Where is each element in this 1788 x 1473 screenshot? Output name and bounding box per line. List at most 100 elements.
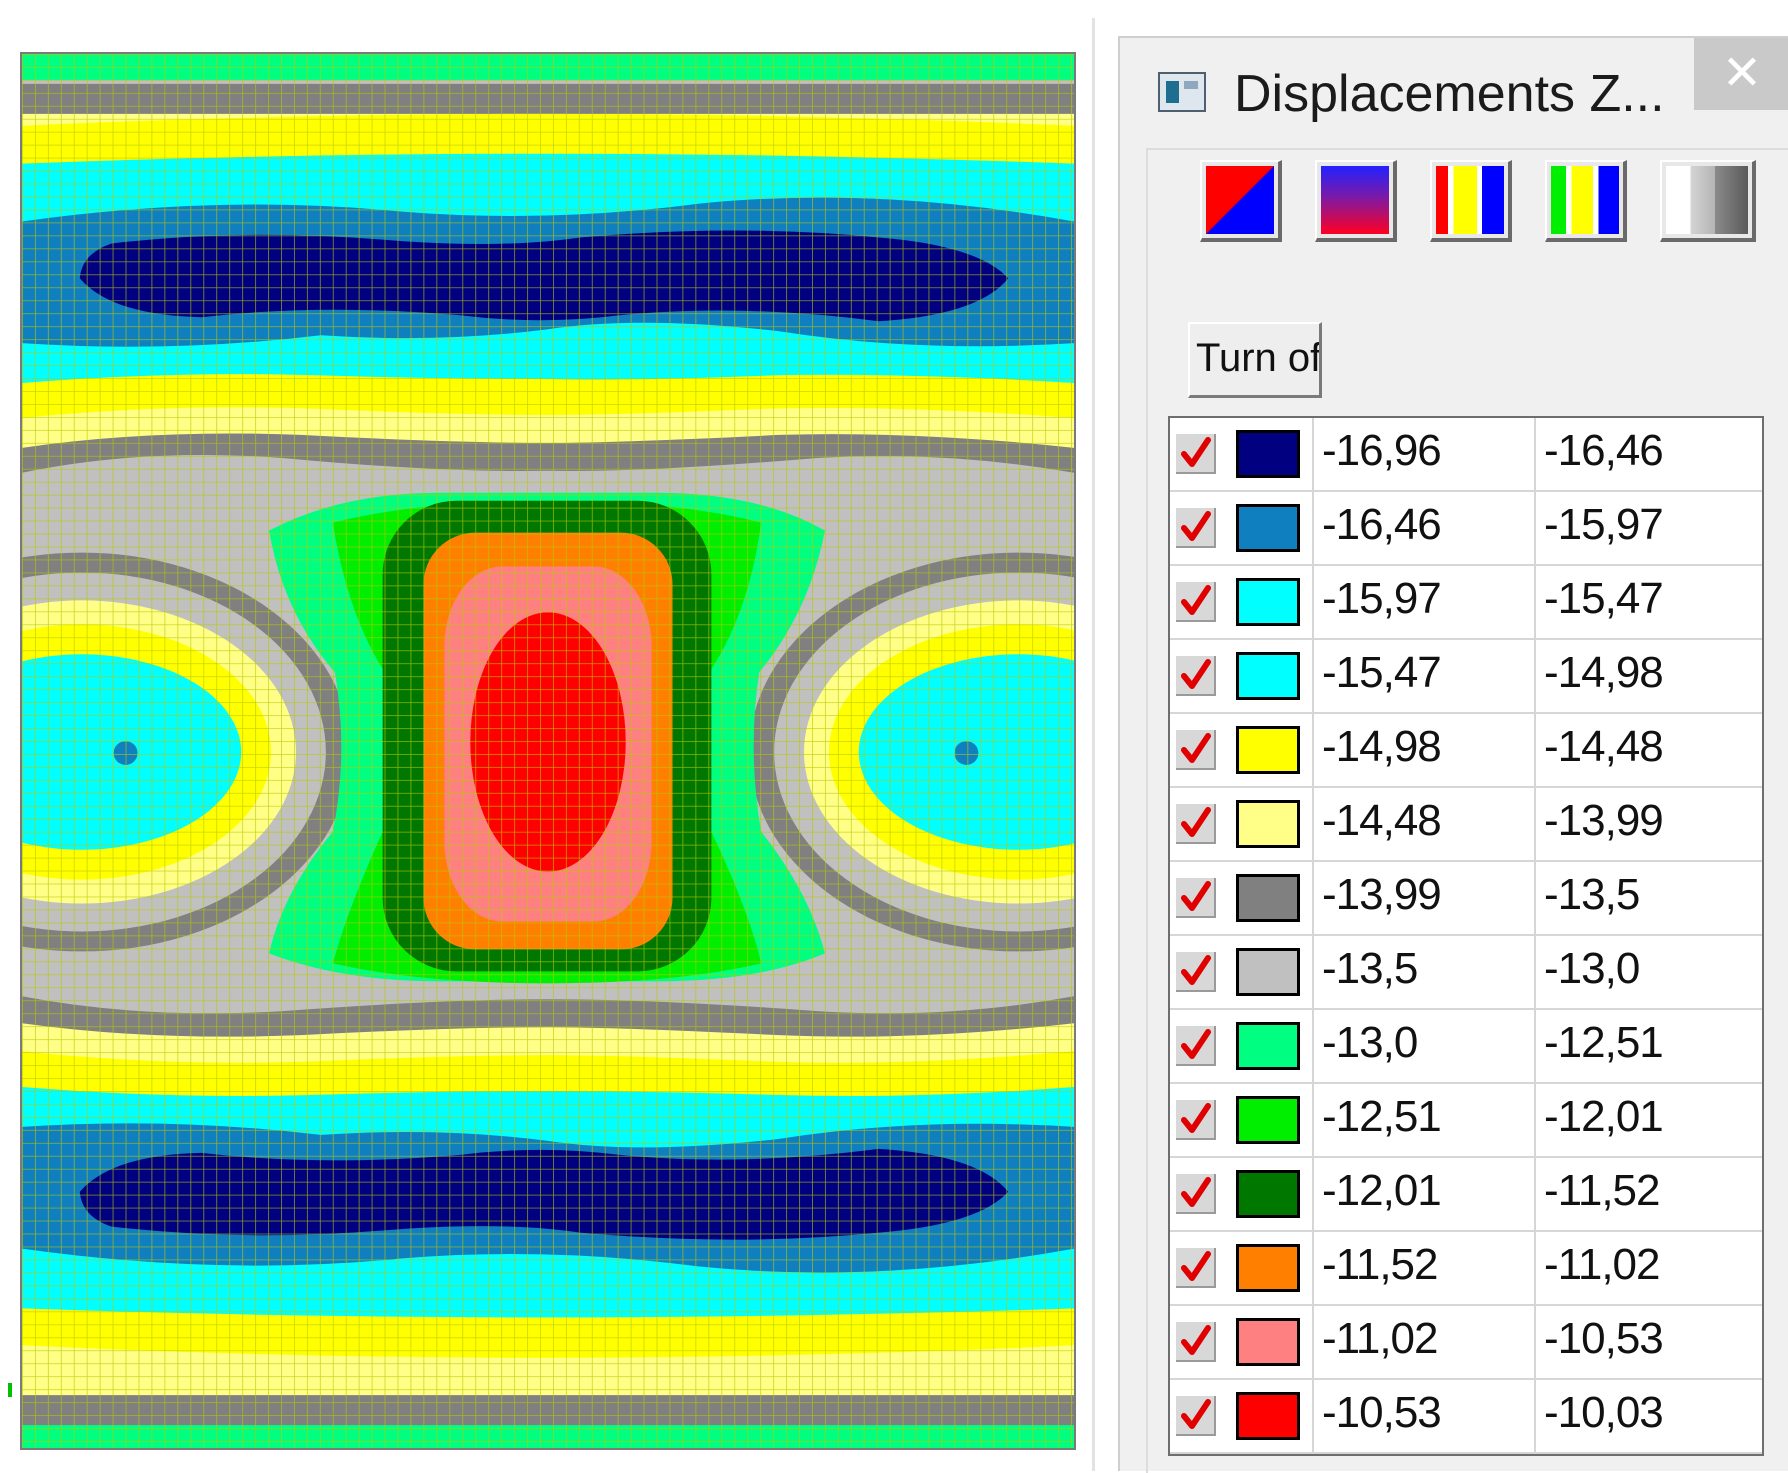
legend-row: -13,0 -12,51 — [1170, 1010, 1762, 1084]
legend-range-from: -14,48 — [1322, 796, 1442, 845]
legend-range-from: -11,02 — [1322, 1314, 1438, 1363]
legend-checkbox[interactable] — [1176, 1396, 1216, 1436]
legend-range-to: -16,46 — [1544, 426, 1664, 475]
legend-checkbox[interactable] — [1176, 1026, 1216, 1066]
grayscale-scheme-button[interactable] — [1660, 160, 1756, 242]
column-divider — [1534, 714, 1536, 788]
legend-range-to: -10,03 — [1544, 1388, 1664, 1437]
column-divider — [1312, 418, 1314, 492]
legend-range-to: -12,51 — [1544, 1018, 1664, 1067]
legend-checkbox[interactable] — [1176, 730, 1216, 770]
legend-range-to: -14,48 — [1544, 722, 1664, 771]
legend-range-from: -10,53 — [1322, 1388, 1442, 1437]
legend-row: -14,48 -13,99 — [1170, 788, 1762, 862]
legend-color-swatch[interactable] — [1236, 800, 1300, 848]
legend-row: -16,96 -16,46 — [1170, 418, 1762, 492]
red-check-icon — [1181, 437, 1211, 467]
legend-range-to: -10,53 — [1544, 1314, 1664, 1363]
legend-range-to: -13,0 — [1544, 944, 1640, 993]
legend-range-to: -11,02 — [1544, 1240, 1660, 1289]
legend-checkbox[interactable] — [1176, 656, 1216, 696]
legend-color-swatch[interactable] — [1236, 1244, 1300, 1292]
legend-checkbox[interactable] — [1176, 1174, 1216, 1214]
column-divider — [1534, 1380, 1536, 1454]
legend-row: -11,52 -11,02 — [1170, 1232, 1762, 1306]
close-button[interactable]: ✕ — [1694, 38, 1788, 110]
legend-checkbox[interactable] — [1176, 582, 1216, 622]
turn-off-button[interactable]: Turn of — [1188, 322, 1322, 398]
column-divider — [1312, 714, 1314, 788]
legend-color-swatch[interactable] — [1236, 726, 1300, 774]
red-check-icon — [1181, 585, 1211, 615]
legend-checkbox[interactable] — [1176, 1248, 1216, 1288]
red-check-icon — [1181, 1251, 1211, 1281]
red-check-icon — [1181, 1103, 1211, 1133]
legend-checkbox[interactable] — [1176, 878, 1216, 918]
dialog-client-area — [1146, 148, 1788, 1473]
legend-range-from: -13,99 — [1322, 870, 1442, 919]
legend-row: -16,46 -15,97 — [1170, 492, 1762, 566]
red-check-icon — [1181, 1177, 1211, 1207]
legend-color-swatch[interactable] — [1236, 578, 1300, 626]
legend-row: -13,99 -13,5 — [1170, 862, 1762, 936]
column-divider — [1534, 1306, 1536, 1380]
legend-range-from: -14,98 — [1322, 722, 1442, 771]
displacement-contour-plot — [20, 52, 1076, 1450]
legend-color-swatch[interactable] — [1236, 652, 1300, 700]
column-divider — [1312, 492, 1314, 566]
legend-range-to: -12,01 — [1544, 1092, 1664, 1141]
column-divider — [1534, 936, 1536, 1010]
legend-row: -15,97 -15,47 — [1170, 566, 1762, 640]
legend-color-swatch[interactable] — [1236, 948, 1300, 996]
red-check-icon — [1181, 807, 1211, 837]
legend-row: -12,51 -12,01 — [1170, 1084, 1762, 1158]
window-title: Displacements Z... — [1234, 65, 1665, 123]
legend-checkbox[interactable] — [1176, 434, 1216, 474]
legend-range-from: -16,96 — [1322, 426, 1442, 475]
legend-checkbox[interactable] — [1176, 1100, 1216, 1140]
column-divider — [1312, 1232, 1314, 1306]
gradient-blue-red-scheme-button[interactable] — [1315, 160, 1397, 242]
diagonal-red-blue-scheme-button[interactable] — [1200, 160, 1282, 242]
column-divider — [1534, 1232, 1536, 1306]
title-bar[interactable]: Displacements Z... ✕ — [1120, 38, 1788, 158]
legend-range-from: -16,46 — [1322, 500, 1442, 549]
legend-range-from: -13,0 — [1322, 1018, 1418, 1067]
legend-row: -13,5 -13,0 — [1170, 936, 1762, 1010]
legend-color-swatch[interactable] — [1236, 1022, 1300, 1070]
green-yellow-blue-bands-scheme-button[interactable] — [1545, 160, 1627, 242]
legend-range-to: -11,52 — [1544, 1166, 1660, 1215]
column-divider — [1312, 1010, 1314, 1084]
legend-row: -12,01 -11,52 — [1170, 1158, 1762, 1232]
legend-range-from: -12,01 — [1322, 1166, 1442, 1215]
grayscale-icon — [1666, 166, 1748, 234]
legend-color-swatch[interactable] — [1236, 430, 1300, 478]
legend-range-from: -12,51 — [1322, 1092, 1442, 1141]
legend-range-to: -15,97 — [1544, 500, 1664, 549]
legend-color-swatch[interactable] — [1236, 504, 1300, 552]
legend-table: -16,96 -16,46 -16,46 -15,97 -15,97 -15,47 -15,… — [1168, 416, 1764, 1456]
gradient-blue-red-icon — [1321, 166, 1389, 234]
legend-color-swatch[interactable] — [1236, 1392, 1300, 1440]
legend-checkbox[interactable] — [1176, 804, 1216, 844]
legend-color-swatch[interactable] — [1236, 874, 1300, 922]
legend-color-swatch[interactable] — [1236, 1318, 1300, 1366]
red-check-icon — [1181, 659, 1211, 689]
contour-svg — [22, 54, 1074, 1448]
column-divider — [1312, 566, 1314, 640]
legend-color-swatch[interactable] — [1236, 1170, 1300, 1218]
legend-color-swatch[interactable] — [1236, 1096, 1300, 1144]
legend-range-from: -15,47 — [1322, 648, 1442, 697]
column-divider — [1312, 1380, 1314, 1454]
legend-checkbox[interactable] — [1176, 508, 1216, 548]
legend-range-from: -15,97 — [1322, 574, 1442, 623]
column-divider — [1534, 492, 1536, 566]
column-divider — [1312, 1158, 1314, 1232]
column-divider — [1534, 1158, 1536, 1232]
fe-mesh-grid — [22, 54, 1074, 1448]
red-yellow-blue-bands-icon — [1436, 166, 1504, 234]
legend-checkbox[interactable] — [1176, 1322, 1216, 1362]
legend-checkbox[interactable] — [1176, 952, 1216, 992]
red-yellow-blue-bands-scheme-button[interactable] — [1430, 160, 1512, 242]
legend-range-to: -15,47 — [1544, 574, 1664, 623]
